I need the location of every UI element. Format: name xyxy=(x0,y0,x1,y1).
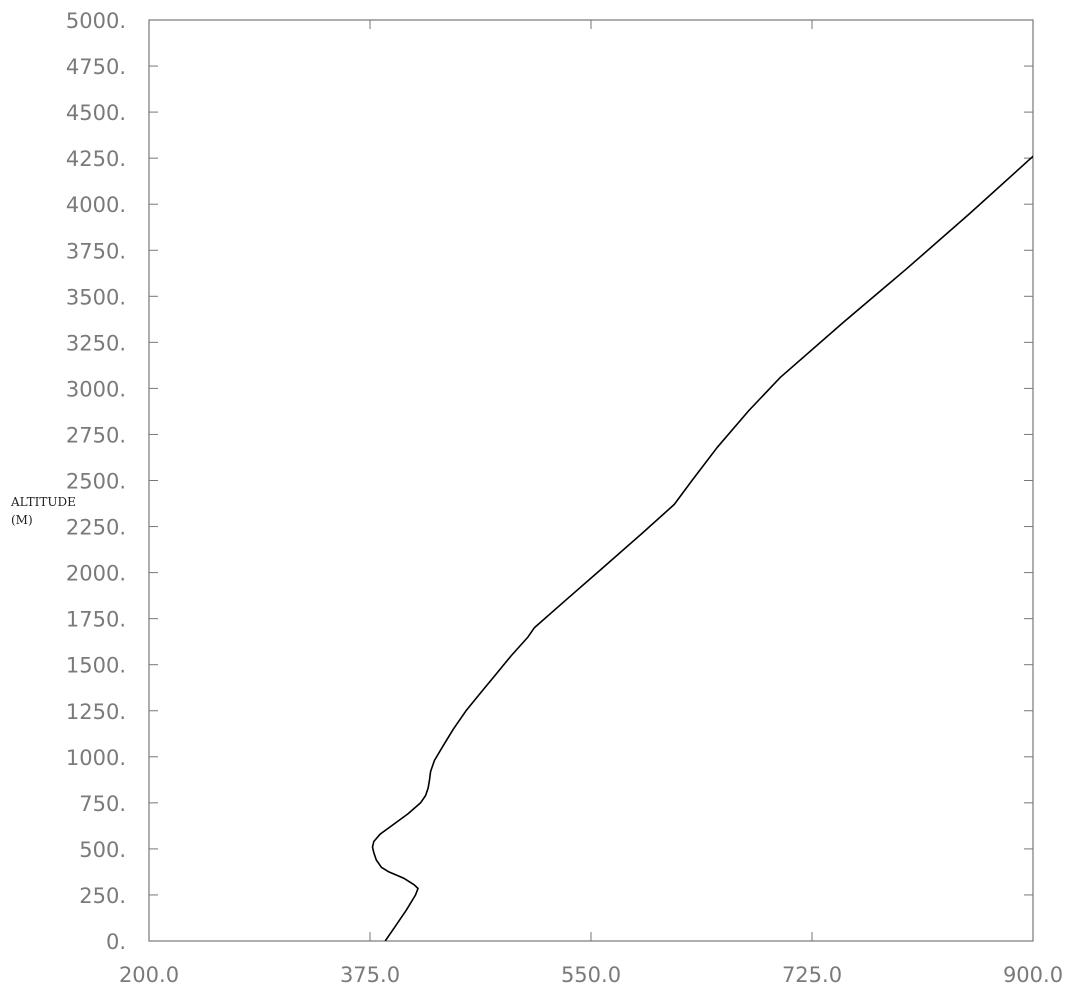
y-tick-label: 3750. xyxy=(66,239,126,263)
series-line xyxy=(371,155,1033,941)
y-tick-label: 2250. xyxy=(66,516,126,540)
y-tick-label: 0. xyxy=(106,930,126,954)
y-tick-label: 1500. xyxy=(66,654,126,678)
y-tick-label: 5000. xyxy=(66,9,126,33)
y-tick-label: 4250. xyxy=(66,147,126,171)
y-tick-label: 500. xyxy=(79,838,126,862)
y-tick-label: 750. xyxy=(79,792,126,816)
y-tick-label: 4500. xyxy=(66,101,126,125)
y-tick-label: 4750. xyxy=(66,55,126,79)
y-tick-label: 4000. xyxy=(66,193,126,217)
y-tick-label: 2000. xyxy=(66,562,126,586)
y-tick-label: 3500. xyxy=(66,285,126,309)
y-tick-label: 1000. xyxy=(66,746,126,770)
x-tick-label: 200.0 xyxy=(119,963,179,987)
y-tick-label: 250. xyxy=(79,884,126,908)
plot-border xyxy=(148,19,1034,942)
x-tick-label: 375.0 xyxy=(340,963,400,987)
y-tick-label: 1250. xyxy=(66,700,126,724)
series-layer xyxy=(371,155,1033,941)
y-axis-label-line-2: (M) xyxy=(11,513,33,527)
plot-frame xyxy=(148,19,1034,942)
x-tick-label: 550.0 xyxy=(561,963,621,987)
x-tick-label: 900.0 xyxy=(1003,963,1063,987)
y-tick-label: 2500. xyxy=(66,470,126,494)
y-tick-label: 3000. xyxy=(66,377,126,401)
y-tick-label: 3250. xyxy=(66,331,126,355)
y-axis: 0. 250. 500. 750. 1000. 1250. 1500. 1750. 2000. 2… xyxy=(66,9,1033,954)
x-axis: 200.0 375.0 550.0 725.0 900.0 xyxy=(119,20,1063,987)
x-tick-label: 725.0 xyxy=(782,963,842,987)
y-tick-label: 2750. xyxy=(66,423,126,447)
y-axis-label-line-1: ALTITUDE xyxy=(10,495,76,509)
y-tick-label: 1750. xyxy=(66,608,126,632)
